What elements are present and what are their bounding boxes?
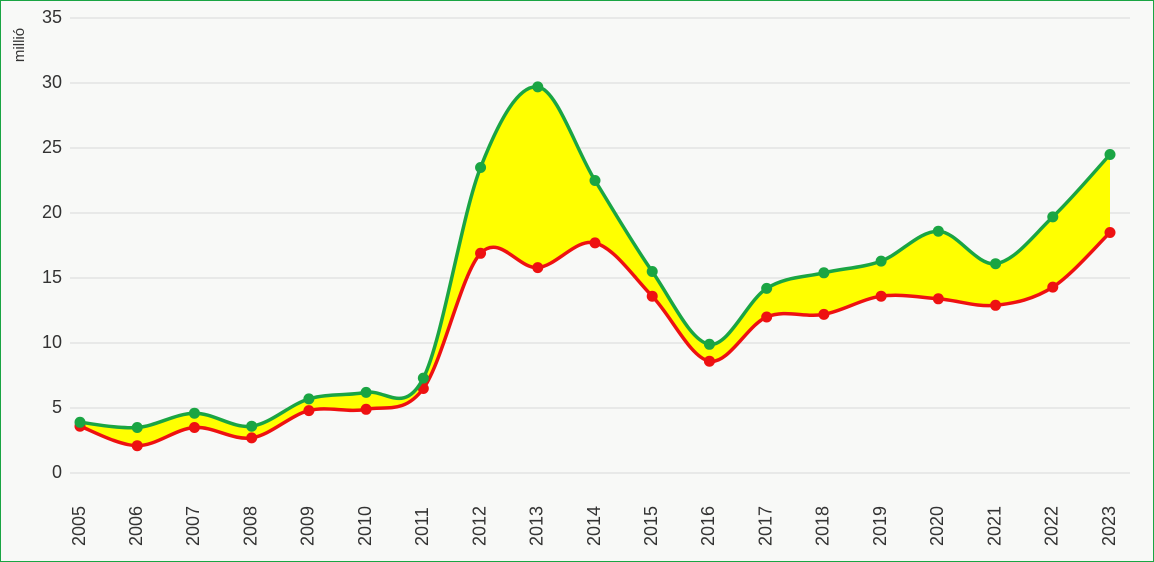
y-tick-label: 10 [42, 332, 62, 352]
x-tick-label: 2007 [183, 506, 203, 546]
point [761, 311, 773, 323]
y-tick-label: 5 [52, 397, 62, 417]
point [646, 290, 658, 302]
x-tick-label: 2022 [1042, 506, 1062, 546]
point [818, 308, 830, 320]
y-tick-label: 30 [42, 72, 62, 92]
point [475, 162, 487, 173]
y-tick-label: 35 [42, 7, 62, 27]
point [818, 267, 830, 279]
x-tick-label: 2009 [298, 506, 318, 546]
point [932, 293, 944, 305]
point [246, 432, 258, 444]
point [589, 175, 601, 186]
x-tick-label: 2020 [927, 506, 947, 546]
x-tick-label: 2015 [641, 506, 661, 546]
point [990, 258, 1002, 270]
y-axis-label: millió [11, 28, 28, 62]
band-fill [80, 86, 1110, 446]
x-tick-label: 2006 [126, 506, 146, 546]
y-tick-label: 25 [42, 137, 62, 157]
point [875, 290, 887, 302]
point [131, 440, 143, 452]
point [188, 407, 200, 419]
x-tick-label: 2017 [755, 506, 775, 546]
point [932, 225, 944, 237]
point [532, 81, 544, 93]
x-tick-label: 2018 [813, 506, 833, 546]
x-tick-label: 2023 [1099, 506, 1119, 546]
point [875, 255, 887, 267]
y-tick-label: 0 [52, 462, 62, 482]
y-tick-label: 15 [42, 267, 62, 287]
point [303, 405, 315, 417]
x-tick-label: 2010 [355, 506, 375, 546]
x-tick-label: 2019 [870, 506, 890, 546]
x-tick-label: 2014 [584, 506, 604, 546]
x-tick-label: 2013 [527, 506, 547, 546]
x-tick-label: 2005 [69, 506, 89, 546]
point [303, 393, 315, 405]
point [589, 237, 601, 249]
x-tick-label: 2011 [412, 507, 432, 546]
point [1047, 211, 1059, 223]
point [74, 416, 86, 428]
x-tick-label: 2008 [240, 506, 260, 546]
point [360, 386, 372, 398]
x-tick-label: 2021 [984, 506, 1004, 546]
x-tick-label: 2016 [698, 506, 718, 546]
point [1104, 149, 1116, 160]
point [246, 420, 258, 432]
point [417, 372, 429, 384]
point [1047, 281, 1059, 293]
x-tick-label: 2012 [469, 506, 489, 546]
point [1104, 227, 1116, 238]
point [703, 338, 715, 350]
point [646, 266, 658, 277]
point [475, 247, 487, 259]
point [131, 422, 143, 433]
point [360, 403, 372, 415]
point [761, 282, 773, 294]
y-tick-label: 20 [42, 202, 62, 222]
point [188, 422, 200, 433]
point [703, 355, 715, 367]
point [990, 299, 1002, 311]
point [532, 262, 544, 274]
